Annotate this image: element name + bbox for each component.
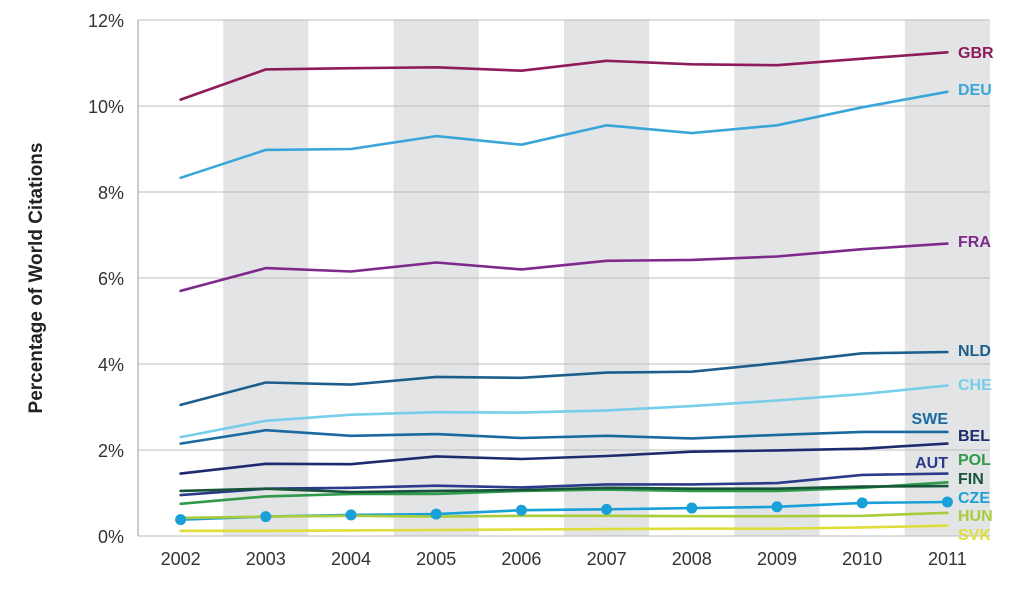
series-label-deu: DEU <box>958 82 992 99</box>
series-label-nld: NLD <box>958 343 991 360</box>
y-tick-label: 6% <box>98 269 124 289</box>
series-line-gbr <box>179 50 949 101</box>
series-markers <box>175 496 953 526</box>
series-label-gbr: GBR <box>958 45 994 62</box>
series-line-aut <box>179 472 949 497</box>
data-point-cze <box>345 509 357 521</box>
y-tick-label: 0% <box>98 527 124 547</box>
x-tick-label: 2007 <box>587 549 627 569</box>
series-label-cze: CZE <box>958 490 990 507</box>
x-tick-label: 2009 <box>757 549 797 569</box>
series-line-swe <box>179 428 949 445</box>
x-tick-label: 2003 <box>246 549 286 569</box>
y-tick-label: 10% <box>88 97 124 117</box>
x-axis-ticks: 2002 2003 2004 2005 2006 2007 2008 2009 2010 2011 <box>161 549 967 569</box>
series-label-che: CHE <box>958 377 992 394</box>
series-label-bel: BEL <box>958 428 990 445</box>
data-point-cze <box>601 503 613 515</box>
x-tick-label: 2010 <box>842 549 882 569</box>
data-point-cze <box>856 497 868 509</box>
horizontal-gridlines <box>137 19 990 537</box>
y-tick-label: 4% <box>98 355 124 375</box>
series-label-fra: FRA <box>958 234 991 251</box>
series-label-aut: AUT <box>915 455 948 472</box>
data-point-cze <box>175 514 187 526</box>
x-tick-label: 2008 <box>672 549 712 569</box>
y-tick-label: 12% <box>88 11 124 31</box>
series-label-fin: FIN <box>958 471 984 488</box>
series-line-che <box>179 384 949 439</box>
series-line-nld <box>179 350 949 407</box>
y-axis-label: Percentage of World Citations <box>26 143 47 414</box>
series-line-fin <box>179 484 949 494</box>
series-label-swe: SWE <box>912 411 949 428</box>
data-point-cze <box>941 496 953 508</box>
series-line-hun <box>179 511 949 520</box>
x-tick-label: 2005 <box>416 549 456 569</box>
data-point-cze <box>771 501 783 513</box>
series-line-bel <box>179 442 949 475</box>
data-point-cze <box>260 511 272 523</box>
y-axis-ticks: 0% 2% 4% 6% 8% 10% 12% <box>88 11 124 547</box>
x-tick-label: 2006 <box>501 549 541 569</box>
series-label-svk: SVK <box>958 527 991 544</box>
data-point-cze <box>515 504 527 516</box>
series-label-pol: POL <box>958 452 991 469</box>
y-tick-label: 8% <box>98 183 124 203</box>
series-line-fra <box>179 242 949 293</box>
series-lines <box>179 50 949 533</box>
series-line-deu <box>179 90 949 180</box>
series-line-pol <box>179 480 949 506</box>
x-tick-label: 2002 <box>161 549 201 569</box>
y-tick-label: 2% <box>98 441 124 461</box>
series-label-hun: HUN <box>958 508 993 525</box>
x-tick-label: 2011 <box>928 549 967 569</box>
data-point-cze <box>686 502 698 514</box>
x-tick-label: 2004 <box>331 549 371 569</box>
data-point-cze <box>430 508 442 520</box>
series-line-svk <box>179 524 949 533</box>
